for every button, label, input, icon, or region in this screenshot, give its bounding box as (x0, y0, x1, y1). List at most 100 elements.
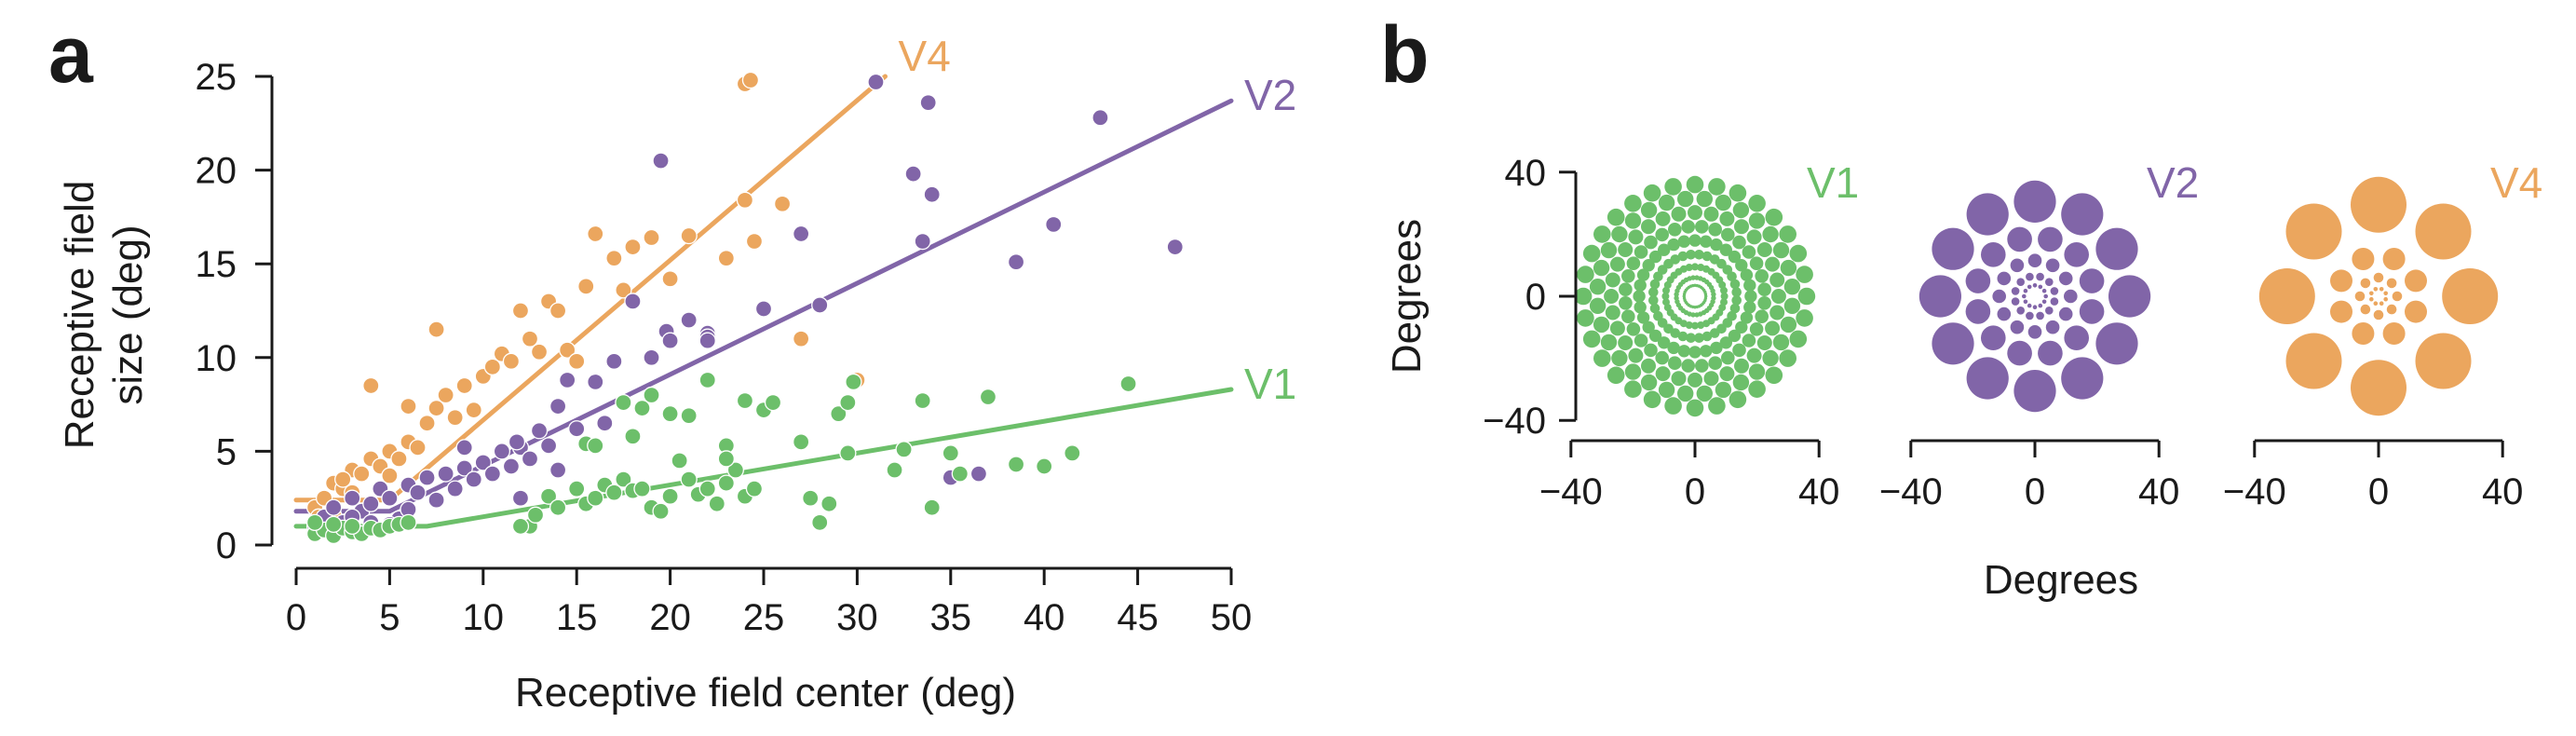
receptive-field-v4 (2405, 300, 2427, 323)
point-v2 (530, 422, 549, 440)
point-v4 (362, 376, 380, 395)
receptive-field-v4 (2386, 304, 2397, 315)
b-x-tick-label: −40 (2223, 471, 2286, 512)
receptive-field-v1 (1624, 380, 1642, 399)
receptive-field-v1 (1685, 264, 1693, 271)
point-v1 (605, 484, 623, 501)
series-labels: V1 V2 V4 (899, 32, 1297, 408)
point-v2 (511, 489, 530, 507)
receptive-field-v1 (1731, 295, 1742, 306)
receptive-field-v1 (1702, 251, 1713, 262)
receptive-field-v1 (1765, 320, 1781, 336)
receptive-field-v1 (1607, 366, 1625, 385)
receptive-field-v1 (1609, 256, 1625, 272)
receptive-field-v1 (1783, 297, 1801, 314)
receptive-field-v4 (2285, 333, 2342, 389)
receptive-field-v4 (2405, 269, 2427, 293)
receptive-field-v1 (1593, 349, 1611, 367)
receptive-field-v1 (1641, 358, 1656, 374)
panel-a-label: a (48, 10, 94, 100)
receptive-field-v1 (1731, 287, 1742, 297)
receptive-field-v1 (1756, 335, 1772, 350)
point-v2 (969, 465, 988, 483)
point-v1 (923, 498, 941, 516)
point-v4 (353, 465, 371, 483)
receptive-field-v2 (1997, 271, 2012, 286)
receptive-field-v4 (2373, 272, 2384, 283)
point-v2 (418, 469, 436, 486)
receptive-field-v1 (1681, 220, 1695, 234)
receptive-field-v1 (1796, 309, 1813, 327)
receptive-field-v1 (1624, 363, 1642, 380)
receptive-field-v1 (1644, 235, 1658, 250)
receptive-field-v1 (1641, 219, 1656, 235)
series-label-v2: V2 (1244, 71, 1296, 119)
point-v1 (661, 405, 679, 423)
receptive-field-v1 (1648, 329, 1662, 343)
x-tick-label: 30 (836, 597, 878, 638)
receptive-field-v1 (1648, 287, 1659, 297)
receptive-field-v2 (1966, 193, 2009, 236)
y-tick-label: 15 (196, 244, 237, 285)
point-v4 (437, 386, 454, 404)
receptive-field-v1 (1703, 206, 1719, 222)
point-v1 (839, 393, 857, 412)
point-v4 (717, 250, 735, 267)
x-tick-label: 50 (1211, 597, 1253, 638)
point-v2 (437, 465, 454, 483)
receptive-field-v1 (1755, 269, 1769, 283)
point-v4 (605, 250, 623, 267)
b-x-tick-label: 40 (1798, 471, 1840, 512)
point-v2 (914, 232, 931, 251)
receptive-field-v2 (2036, 272, 2044, 281)
receptive-field-v1 (1671, 371, 1687, 387)
point-v1 (698, 371, 716, 389)
receptive-field-v1 (1619, 296, 1633, 310)
receptive-field-v1 (1702, 331, 1713, 342)
receptive-field-v2 (1981, 242, 2006, 267)
receptive-field-v1 (1789, 244, 1808, 263)
point-v1 (793, 433, 810, 451)
receptive-field-v1 (1677, 235, 1691, 248)
receptive-field-v1 (1715, 381, 1732, 399)
point-v1 (845, 373, 862, 391)
receptive-field-v1 (1668, 223, 1682, 237)
receptive-field-v1 (1742, 334, 1756, 348)
series-label-v4: V4 (899, 32, 951, 80)
point-v1 (895, 441, 913, 458)
receptive-field-v2 (2095, 322, 2138, 365)
receptive-field-v1 (1700, 235, 1713, 248)
retinotopy-plot-v4: V4 −40 0 40 (2223, 158, 2542, 512)
point-v2 (474, 454, 492, 471)
point-v2 (344, 489, 361, 507)
receptive-field-v1 (1690, 275, 1696, 280)
point-v4 (427, 320, 445, 338)
receptive-field-v1 (1772, 334, 1790, 351)
receptive-field-v1 (1574, 287, 1593, 306)
receptive-field-v1 (1621, 309, 1635, 324)
point-v2 (427, 491, 445, 509)
point-v4 (455, 376, 473, 395)
y-axis-label-line1: Receptive field (57, 181, 102, 450)
receptive-field-v2 (2064, 325, 2089, 351)
receptive-field-v2 (1966, 357, 2009, 400)
receptive-field-v1 (1658, 381, 1675, 399)
receptive-field-v1 (1765, 256, 1781, 272)
receptive-field-v4 (2379, 301, 2384, 307)
receptive-field-v4 (2373, 301, 2379, 307)
point-v2 (539, 437, 558, 455)
receptive-field-v1 (1644, 343, 1658, 358)
point-v1 (1064, 444, 1081, 462)
receptive-field-v1 (1677, 251, 1688, 262)
receptive-field-v2 (2022, 293, 2027, 299)
point-v1 (830, 405, 847, 423)
receptive-field-v1 (1748, 363, 1766, 380)
receptive-field-v1 (1769, 305, 1785, 320)
receptive-field-v1 (1589, 279, 1607, 295)
receptive-field-v4 (2285, 203, 2342, 260)
point-v4 (793, 330, 810, 348)
receptive-field-v1 (1727, 271, 1737, 282)
receptive-field-v4 (2351, 176, 2407, 233)
receptive-field-v4 (2352, 322, 2375, 345)
